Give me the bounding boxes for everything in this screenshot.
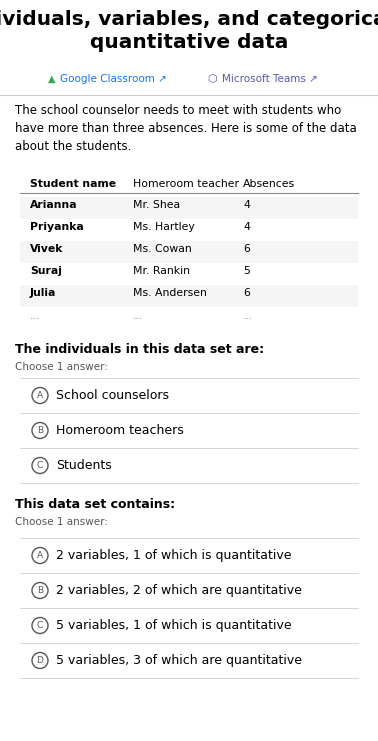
FancyBboxPatch shape (20, 241, 358, 263)
Text: Priyanka: Priyanka (30, 222, 84, 232)
Text: 6: 6 (243, 288, 250, 298)
Text: 5 variables, 3 of which are quantitative: 5 variables, 3 of which are quantitative (56, 654, 302, 667)
Text: Ms. Andersen: Ms. Andersen (133, 288, 207, 298)
Text: D: D (37, 656, 43, 665)
Text: ...: ... (30, 311, 40, 321)
Text: ▲: ▲ (48, 74, 56, 84)
Text: ...: ... (133, 311, 143, 321)
Text: School counselors: School counselors (56, 389, 169, 402)
Text: Suraj: Suraj (30, 266, 62, 276)
Text: C: C (37, 621, 43, 630)
Text: ⬡: ⬡ (207, 74, 217, 84)
Text: B: B (37, 586, 43, 595)
Text: Homeroom teachers: Homeroom teachers (56, 424, 184, 437)
FancyBboxPatch shape (20, 197, 358, 219)
Text: ...: ... (243, 311, 253, 321)
Text: 5 variables, 1 of which is quantitative: 5 variables, 1 of which is quantitative (56, 619, 291, 632)
Text: Google Classroom ↗: Google Classroom ↗ (60, 74, 167, 84)
Text: Choose 1 answer:: Choose 1 answer: (15, 517, 108, 527)
Text: 4: 4 (243, 200, 250, 210)
Text: 6: 6 (243, 244, 250, 254)
Text: Absences: Absences (243, 179, 295, 189)
Text: Ms. Cowan: Ms. Cowan (133, 244, 192, 254)
Text: B: B (37, 426, 43, 435)
Text: A: A (37, 551, 43, 560)
Text: Homeroom teacher: Homeroom teacher (133, 179, 239, 189)
Text: A: A (37, 391, 43, 400)
Text: Mr. Shea: Mr. Shea (133, 200, 180, 210)
Text: This data set contains:: This data set contains: (15, 498, 175, 511)
Text: Mr. Rankin: Mr. Rankin (133, 266, 190, 276)
Text: 2 variables, 2 of which are quantitative: 2 variables, 2 of which are quantitative (56, 584, 302, 597)
Text: Students: Students (56, 459, 112, 472)
Text: C: C (37, 461, 43, 470)
Text: 4: 4 (243, 222, 250, 232)
Text: The individuals in this data set are:: The individuals in this data set are: (15, 343, 264, 356)
Text: 5: 5 (243, 266, 250, 276)
Text: Student name: Student name (30, 179, 116, 189)
Text: Julia: Julia (30, 288, 56, 298)
Text: 2 variables, 1 of which is quantitative: 2 variables, 1 of which is quantitative (56, 549, 291, 562)
Text: Individuals, variables, and categorical &
quantitative data: Individuals, variables, and categorical … (0, 10, 378, 53)
Text: The school counselor needs to meet with students who
have more than three absenc: The school counselor needs to meet with … (15, 104, 357, 153)
Text: Microsoft Teams ↗: Microsoft Teams ↗ (222, 74, 318, 84)
Text: Vivek: Vivek (30, 244, 64, 254)
Text: Ms. Hartley: Ms. Hartley (133, 222, 195, 232)
Text: Arianna: Arianna (30, 200, 77, 210)
Text: Choose 1 answer:: Choose 1 answer: (15, 362, 108, 372)
FancyBboxPatch shape (20, 285, 358, 307)
